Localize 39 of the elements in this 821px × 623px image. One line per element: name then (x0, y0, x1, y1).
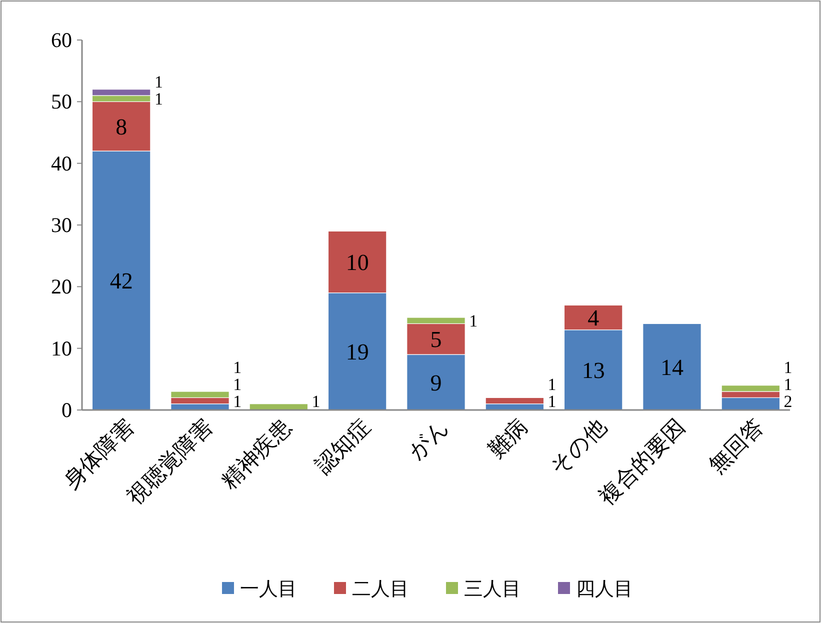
y-tick-label: 50 (51, 90, 72, 114)
data-label: 19 (346, 339, 369, 364)
legend-label: 三人目 (464, 578, 521, 600)
y-tick-label: 30 (51, 213, 72, 237)
x-tick-label: 精神疾患 (217, 414, 297, 494)
x-tick-label: 難病 (484, 414, 533, 464)
data-label: 42 (110, 268, 133, 294)
data-label: 1 (548, 392, 556, 411)
x-tick-label: 無回答 (704, 414, 769, 479)
x-tick-label: その他 (546, 414, 612, 480)
data-label: 10 (346, 250, 369, 275)
x-tick-label: 認知症 (311, 414, 376, 479)
legend-label: 一人目 (240, 578, 297, 600)
data-label: 1 (154, 90, 163, 109)
data-label: 9 (430, 370, 442, 396)
data-label: 1 (233, 375, 242, 394)
y-tick-label: 20 (51, 274, 72, 299)
data-label: 1 (312, 392, 320, 411)
data-label: 1 (233, 358, 242, 377)
data-label: 4 (588, 306, 600, 330)
data-label: 1 (784, 358, 792, 377)
data-label: 8 (116, 114, 128, 140)
data-label: 1 (784, 375, 792, 394)
y-tick-label: 60 (51, 28, 72, 52)
data-label: 5 (430, 327, 442, 352)
data-label: 2 (784, 392, 792, 411)
data-label: 14 (660, 354, 684, 380)
x-tick-label: がん (404, 414, 454, 465)
data-label: 13 (582, 358, 605, 383)
y-tick-label: 0 (62, 398, 72, 422)
data-label: 1 (154, 72, 163, 92)
data-label: 1 (548, 375, 556, 394)
legend-label: 二人目 (352, 578, 409, 600)
y-tick-label: 40 (51, 151, 72, 176)
data-label: 1 (233, 392, 242, 411)
y-tick-label: 10 (51, 336, 72, 360)
data-label: 1 (469, 312, 478, 331)
legend-label: 四人目 (576, 578, 633, 600)
bar (642, 323, 702, 410)
